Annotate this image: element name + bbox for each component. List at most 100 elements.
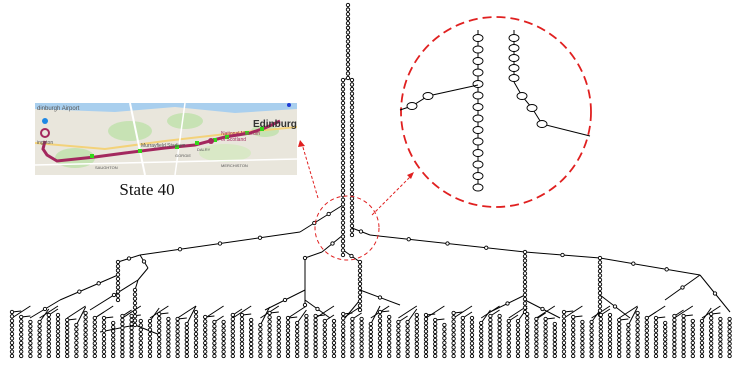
tree-node xyxy=(635,319,640,324)
tree-node xyxy=(340,142,346,147)
tree-node xyxy=(65,341,70,347)
tree-node xyxy=(522,288,528,293)
tree-node xyxy=(405,345,410,350)
tree-node xyxy=(663,333,668,338)
tree-node xyxy=(239,349,245,355)
tree-node xyxy=(718,316,723,322)
tree-node xyxy=(349,200,355,206)
tree-node xyxy=(74,340,79,345)
tree-node xyxy=(522,249,528,255)
tree-node xyxy=(377,340,383,345)
tree-node xyxy=(230,341,235,346)
tree-edge xyxy=(674,305,694,319)
tree-node xyxy=(479,349,484,355)
tree-node xyxy=(349,96,355,101)
tree-nodes xyxy=(9,2,732,359)
tree-node xyxy=(617,325,622,331)
tree-node xyxy=(709,316,714,321)
tree-node xyxy=(571,314,576,320)
tree-node xyxy=(680,285,685,290)
tree-node xyxy=(349,109,355,115)
tree-node xyxy=(350,333,355,338)
tree-node xyxy=(506,323,511,328)
tree-node xyxy=(451,328,456,333)
tree-node xyxy=(672,321,677,327)
tree-node xyxy=(345,2,351,8)
tree-node xyxy=(349,155,355,160)
tree-node xyxy=(635,323,640,329)
tree-node xyxy=(138,336,143,341)
tree-node xyxy=(607,341,613,346)
zoomed-node xyxy=(472,183,484,192)
tree-node xyxy=(377,331,383,337)
tree-node xyxy=(203,323,208,328)
tree-node xyxy=(129,325,134,331)
tree-node xyxy=(690,331,695,337)
tree-node xyxy=(147,340,153,346)
tree-node xyxy=(543,316,548,322)
tree-node xyxy=(147,353,153,359)
tree-node xyxy=(699,323,705,328)
zoomed-node xyxy=(526,104,538,112)
tree-node xyxy=(653,315,659,321)
tree-node xyxy=(83,340,88,346)
tree-node xyxy=(451,315,456,320)
tree-node xyxy=(414,312,419,318)
tree-node xyxy=(258,353,263,359)
tree-node xyxy=(635,315,640,320)
tree-node xyxy=(387,353,392,359)
tree-node xyxy=(525,311,530,317)
tree-node xyxy=(543,349,548,355)
tree-node xyxy=(653,345,659,350)
tree-node xyxy=(304,333,309,339)
tree-node xyxy=(387,349,392,354)
tree-node xyxy=(276,345,281,350)
tree-node xyxy=(479,320,484,326)
tree-node xyxy=(423,345,429,350)
tree-node xyxy=(258,349,263,354)
tree-node xyxy=(322,345,327,350)
tree-node xyxy=(515,327,521,332)
tree-node xyxy=(349,173,355,178)
tree-edge xyxy=(536,305,556,319)
tree-node xyxy=(718,337,723,342)
tree-node xyxy=(276,341,281,346)
zoomed-node xyxy=(472,137,484,146)
tree-node xyxy=(83,349,88,354)
tree-node xyxy=(203,332,208,337)
tree-edge xyxy=(618,305,638,319)
tree-node xyxy=(442,331,447,337)
tree-node xyxy=(552,349,557,355)
tree-node xyxy=(345,57,351,62)
tree-node xyxy=(598,312,603,318)
tree-node xyxy=(331,336,337,341)
tree-node xyxy=(479,333,484,338)
tree-node xyxy=(92,341,97,346)
tree-node xyxy=(561,331,567,337)
tree-node xyxy=(267,310,272,316)
tree-node xyxy=(28,336,33,342)
tree-node xyxy=(451,332,456,337)
tree-node xyxy=(589,349,594,354)
tree-node xyxy=(341,353,346,359)
tree-node xyxy=(9,353,15,359)
tree-node xyxy=(350,345,355,350)
map-label-merchiston: MERCHISTON xyxy=(221,163,248,168)
tree-node xyxy=(597,286,603,291)
tree-node xyxy=(497,317,502,323)
tree-node xyxy=(340,211,346,216)
tree-node xyxy=(709,328,714,333)
tree-node xyxy=(175,325,180,330)
tree-node xyxy=(19,314,24,320)
tree-edge xyxy=(204,305,224,319)
tree-node xyxy=(396,324,401,329)
tree-node xyxy=(345,7,351,12)
tree-node xyxy=(46,333,51,338)
tree-node xyxy=(350,337,355,342)
tree-node xyxy=(607,337,613,342)
tree-node xyxy=(304,325,309,331)
tree-node xyxy=(460,320,465,325)
tree-node xyxy=(699,353,705,359)
tree-node xyxy=(350,325,355,330)
tree-node xyxy=(664,267,669,272)
